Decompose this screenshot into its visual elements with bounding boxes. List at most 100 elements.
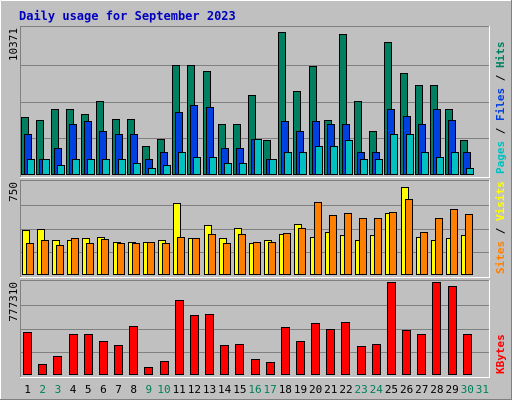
legend-item-pages: Pages: [494, 141, 507, 174]
legend-separator: /: [494, 68, 507, 88]
x-tick-day-11: 11: [173, 383, 186, 396]
chart-title: Daily usage for September 2023: [19, 9, 236, 23]
bar-sites-day-18: [283, 233, 291, 275]
legend-visits: Sites / Visits: [494, 181, 507, 274]
x-tick-day-27: 27: [415, 383, 428, 396]
x-tick-day-21: 21: [324, 383, 337, 396]
x-tick-day-7: 7: [115, 383, 122, 396]
x-tick-day-31: 31: [476, 383, 489, 396]
bar-sites-day-23: [359, 218, 367, 275]
legend-kbytes: KBytes: [494, 334, 507, 374]
bar-kbytes-day-8: [129, 326, 138, 375]
bar-kbytes-day-4: [69, 334, 78, 375]
bar-pages-day-26: [406, 134, 414, 175]
bar-pages-day-18: [284, 152, 292, 175]
ymax-label-hits: 10371: [7, 28, 20, 61]
bar-pages-day-27: [421, 152, 429, 175]
bar-sites-day-19: [298, 228, 306, 275]
legend-separator: /: [494, 121, 507, 141]
bar-pages-day-14: [224, 163, 232, 175]
bar-kbytes-day-12: [190, 315, 199, 375]
bar-pages-day-28: [436, 157, 444, 175]
bar-pages-day-15: [239, 163, 247, 175]
bar-sites-day-21: [329, 215, 337, 275]
bar-kbytes-day-7: [114, 345, 123, 375]
bar-sites-day-15: [238, 234, 246, 275]
bar-pages-day-23: [360, 159, 368, 175]
x-tick-day-30: 30: [461, 383, 474, 396]
bar-sites-day-1: [26, 243, 34, 275]
x-tick-day-20: 20: [309, 383, 322, 396]
x-tick-day-15: 15: [233, 383, 246, 396]
bar-sites-day-8: [132, 243, 140, 275]
bar-kbytes-day-2: [38, 364, 47, 375]
bar-kbytes-day-27: [417, 334, 426, 375]
bar-pages-day-16: [254, 139, 262, 175]
bar-pages-day-24: [375, 159, 383, 175]
bar-sites-day-3: [56, 245, 64, 275]
x-tick-day-23: 23: [355, 383, 368, 396]
bar-pages-day-5: [87, 159, 95, 175]
bar-sites-day-29: [450, 209, 458, 275]
bar-pages-day-22: [345, 140, 353, 175]
bar-sites-day-30: [465, 214, 473, 275]
x-tick-day-29: 29: [445, 383, 458, 396]
bar-kbytes-day-5: [84, 334, 93, 375]
bar-sites-day-26: [405, 199, 413, 275]
x-tick-day-19: 19: [294, 383, 307, 396]
x-tick-day-4: 4: [70, 383, 77, 396]
bar-sites-day-6: [101, 239, 109, 275]
bar-pages-day-11: [178, 152, 186, 175]
x-tick-day-12: 12: [188, 383, 201, 396]
bar-kbytes-day-11: [175, 300, 184, 375]
bar-kbytes-day-3: [53, 356, 62, 375]
x-tick-day-6: 6: [100, 383, 107, 396]
x-tick-day-28: 28: [430, 383, 443, 396]
ymax-label-visits: 750: [7, 182, 20, 202]
legend-item-hits: Hits: [494, 42, 507, 69]
bar-sites-day-10: [162, 243, 170, 275]
bar-sites-day-11: [177, 237, 185, 275]
bar-sites-day-9: [147, 242, 155, 275]
bar-pages-day-10: [163, 165, 171, 175]
x-tick-day-25: 25: [385, 383, 398, 396]
legend-item-files: Files: [494, 88, 507, 121]
bar-kbytes-day-23: [357, 346, 366, 375]
x-tick-day-10: 10: [157, 383, 170, 396]
ymax-label-kbytes: 777310: [7, 282, 20, 322]
x-tick-day-9: 9: [146, 383, 153, 396]
x-tick-day-18: 18: [279, 383, 292, 396]
x-tick-day-22: 22: [339, 383, 352, 396]
bar-pages-day-4: [72, 159, 80, 175]
bar-sites-day-27: [420, 232, 428, 275]
bar-pages-day-7: [118, 159, 126, 175]
bar-sites-day-5: [86, 243, 94, 275]
x-tick-day-14: 14: [218, 383, 232, 396]
bar-kbytes-day-20: [311, 323, 320, 375]
bar-kbytes-day-24: [372, 344, 381, 375]
x-tick-day-16: 16: [248, 383, 261, 396]
bar-kbytes-day-22: [341, 322, 350, 375]
bar-sites-day-25: [389, 212, 397, 275]
legend-item-kbytes: KBytes: [494, 334, 507, 374]
bar-sites-day-16: [253, 242, 261, 275]
bar-sites-day-20: [314, 202, 322, 275]
x-tick-day-17: 17: [264, 383, 277, 396]
legend-item-sites: Sites: [494, 241, 507, 274]
x-tick-day-13: 13: [203, 383, 216, 396]
bar-pages-day-3: [57, 165, 65, 175]
bar-kbytes-day-10: [160, 361, 169, 375]
bar-kbytes-day-13: [205, 314, 214, 375]
bar-kbytes-day-30: [463, 334, 472, 375]
bar-sites-day-12: [192, 238, 200, 275]
bar-kbytes-day-1: [23, 332, 32, 375]
x-tick-day-24: 24: [370, 383, 384, 396]
bar-sites-day-14: [223, 243, 231, 275]
bar-pages-day-9: [148, 168, 156, 175]
bar-sites-day-4: [71, 238, 79, 275]
bar-kbytes-day-19: [296, 341, 305, 375]
bar-pages-day-20: [315, 146, 323, 175]
bar-pages-day-17: [269, 159, 277, 175]
bar-kbytes-day-14: [220, 345, 229, 375]
